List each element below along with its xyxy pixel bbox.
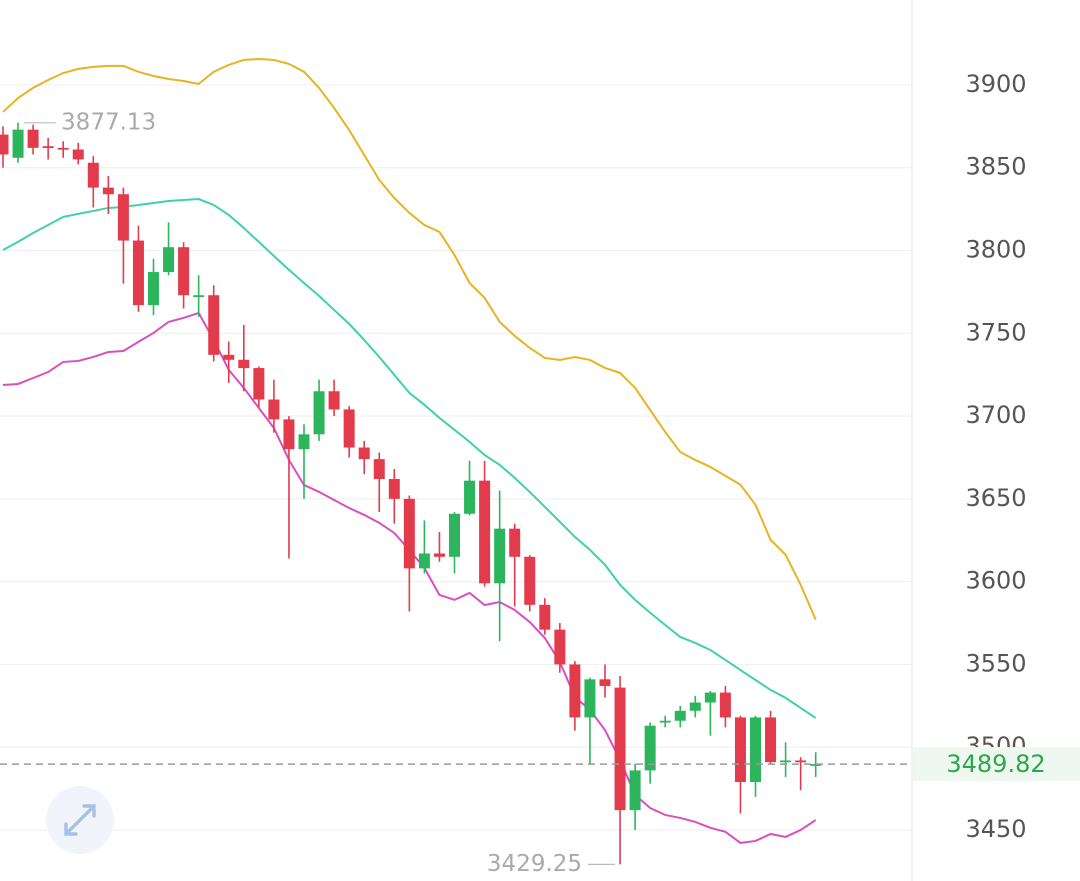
candle-body	[373, 459, 385, 479]
candle-body	[298, 434, 310, 450]
low-label: 3429.25	[487, 851, 582, 877]
candle-body	[148, 272, 159, 306]
candle-body	[358, 447, 370, 460]
candle-body	[253, 368, 265, 400]
candle-body	[238, 359, 250, 369]
candle-body	[268, 399, 280, 420]
candle-body	[102, 187, 114, 195]
last-price-label: 3489.82	[946, 750, 1045, 778]
candle-body	[0, 134, 9, 155]
y-tick-label: 3600	[965, 567, 1026, 595]
candle-body	[750, 717, 761, 782]
y-tick-label: 3650	[965, 484, 1026, 512]
candle-body	[313, 391, 325, 435]
candle-body	[87, 162, 99, 188]
candle-body	[283, 419, 295, 450]
candle-body	[388, 478, 400, 499]
candle-body	[795, 760, 807, 763]
expand-button[interactable]	[46, 786, 114, 854]
candle-body	[494, 528, 506, 584]
candle-body	[810, 764, 822, 766]
candle-body	[163, 247, 175, 273]
candle-body	[509, 528, 521, 557]
candle-body	[193, 295, 205, 298]
candle-body	[614, 687, 626, 811]
y-tick-label: 3550	[965, 649, 1026, 677]
candle-body	[57, 147, 69, 150]
candle-body	[449, 513, 460, 557]
y-tick-label: 3700	[965, 401, 1026, 429]
candle-body	[433, 553, 445, 557]
expand-icon[interactable]	[64, 804, 96, 836]
candle-body	[584, 679, 596, 718]
y-tick-label: 3800	[965, 236, 1026, 264]
candle-body	[117, 194, 129, 241]
y-tick-label: 3850	[965, 153, 1026, 181]
candle-body	[403, 498, 415, 569]
candle-body	[418, 553, 430, 569]
y-tick-label: 3450	[965, 815, 1026, 843]
candle-body	[72, 149, 84, 160]
candle-body	[659, 720, 671, 723]
candle-body	[328, 391, 340, 410]
candle-body	[27, 129, 39, 148]
candle-body	[12, 129, 24, 158]
candle-body	[569, 664, 581, 718]
candle-body	[765, 717, 777, 763]
candle-body	[780, 760, 792, 763]
candle-body	[704, 692, 716, 703]
candle-body	[644, 725, 656, 771]
band-line	[2, 198, 817, 719]
candle-body	[599, 679, 611, 686]
candle-body	[132, 240, 144, 306]
candle-body	[689, 702, 701, 711]
candle-body	[208, 295, 220, 355]
candle-body	[343, 409, 355, 448]
candle-body	[524, 556, 536, 605]
candle-body	[223, 354, 235, 360]
y-tick-label: 3900	[965, 70, 1026, 98]
band-line	[2, 57, 817, 621]
plot: 3450350035503600365037003750380038503900…	[0, 57, 1080, 877]
candle-body	[674, 710, 686, 721]
candle-body	[719, 692, 731, 718]
y-tick-label: 3750	[965, 318, 1026, 346]
candle-body	[42, 146, 54, 148]
candle-body	[464, 480, 476, 514]
candle-body	[539, 604, 551, 630]
candle-body	[734, 717, 746, 782]
high-label: 3877.13	[61, 109, 156, 135]
candle-body	[178, 247, 190, 296]
last-price-tag	[913, 747, 1080, 782]
candle-body	[479, 480, 491, 584]
candle-body	[629, 770, 641, 811]
candle-body	[554, 629, 566, 665]
